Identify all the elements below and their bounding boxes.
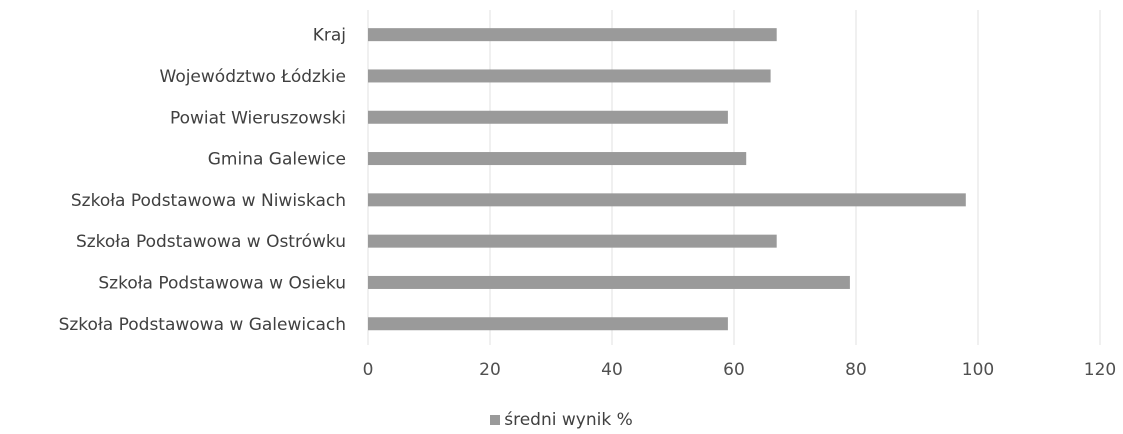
gridlines <box>367 10 1101 345</box>
x-tick-label: 100 <box>962 360 994 380</box>
bar <box>368 28 777 42</box>
bar <box>368 317 728 331</box>
bar <box>368 110 728 124</box>
category-labels: Kraj Województwo Łódzkie Powiat Wieruszows… <box>59 26 346 335</box>
category-label: Szkoła Podstawowa w Galewicach <box>59 315 346 335</box>
x-axis-ticks: 0 20 40 60 80 100 120 <box>363 360 1117 380</box>
bar <box>368 275 850 289</box>
legend-swatch <box>490 415 501 425</box>
x-tick-label: 0 <box>363 360 374 380</box>
bar <box>368 69 771 83</box>
category-label: Szkoła Podstawowa w Ostrówku <box>76 232 346 252</box>
category-label: Szkoła Podstawowa w Osieku <box>98 273 346 293</box>
category-label: Szkoła Podstawowa w Niwiskach <box>71 191 346 211</box>
legend: średni wynik % <box>0 410 1123 430</box>
x-tick-label: 120 <box>1084 360 1116 380</box>
category-label: Kraj <box>313 26 346 46</box>
bar-chart: 0 20 40 60 80 100 120 Kraj Województwo Łódzkie P… <box>59 10 1117 380</box>
bar <box>368 193 966 207</box>
category-label: Województwo Łódzkie <box>160 67 347 87</box>
bars <box>368 28 966 331</box>
category-label: Gmina Galewice <box>208 150 346 170</box>
x-tick-label: 80 <box>845 360 867 380</box>
x-tick-label: 60 <box>723 360 745 380</box>
legend-label: średni wynik % <box>504 410 633 430</box>
category-label: Powiat Wieruszowski <box>170 108 346 128</box>
bar <box>368 234 777 248</box>
bar <box>368 152 747 166</box>
x-tick-label: 40 <box>601 360 623 380</box>
x-tick-label: 20 <box>479 360 501 380</box>
